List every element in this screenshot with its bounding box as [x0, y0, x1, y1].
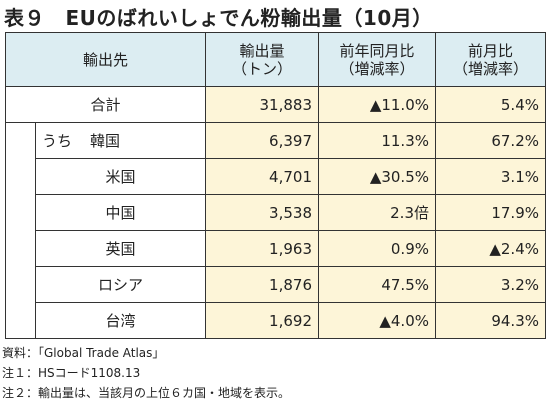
data-row: 米国 4,701 ▲30.5% 3.1% — [6, 158, 546, 195]
cell: ▲4.0% — [318, 302, 436, 339]
row-label: 英国 — [35, 230, 206, 267]
header-row: 輸出先 輸出量 （トン） 前年同月比 （増減率） 前月比 （増減率） — [5, 32, 546, 87]
cell: 6,397 — [205, 122, 319, 159]
header-text: 前年同月比 — [339, 41, 415, 60]
table: 輸出先 輸出量 （トン） 前年同月比 （増減率） 前月比 （増減率） 合計 31,883 ▲11.… — [5, 32, 546, 339]
row-label-text: ロシア — [97, 276, 143, 294]
row-label-text: 米国 — [105, 168, 136, 186]
indent-cell — [5, 122, 36, 339]
notes: 資料：「Global Trade Atlas」 注１：HSコード1108.13 注２… — [2, 343, 290, 403]
data-row: 中国 3,538 2.3倍 17.9% — [6, 194, 546, 231]
note: 注２：輸出量は、当該月の上位６カ国・地域を表示。 — [2, 386, 291, 400]
note: 資料：「Global Trade Atlas」 — [2, 346, 165, 360]
row-label-text: 台湾 — [105, 312, 136, 330]
row-label: ロシア — [35, 266, 206, 303]
cell: 31,883 — [205, 86, 319, 123]
row-label-text: 英国 — [105, 240, 136, 258]
cell: 1,963 — [205, 230, 319, 267]
row-label-text: 中国 — [105, 204, 136, 222]
header-text: （トン） — [231, 59, 292, 78]
cell: 3.1% — [435, 158, 546, 195]
note: 注１：HSコード1108.13 — [2, 366, 141, 380]
cell: 5.4% — [435, 86, 546, 123]
cell: 94.3% — [435, 302, 546, 339]
header-cell: 輸出量 （トン） — [205, 32, 319, 87]
row-label: 中国 — [35, 194, 206, 231]
cell: 17.9% — [435, 194, 546, 231]
title: 表９ EUのばれいしょでん粉輸出量（10月） — [4, 6, 433, 30]
cell: 67.2% — [435, 122, 546, 159]
row-label: 合計 — [5, 86, 206, 123]
cell: 0.9% — [318, 230, 436, 267]
cell: ▲2.4% — [435, 230, 546, 267]
header-text: （増減率） — [452, 59, 528, 78]
row-label: 台湾 — [35, 302, 206, 339]
header-cell: 前年同月比 （増減率） — [318, 32, 436, 87]
header-text: 輸出先 — [82, 50, 128, 69]
cell: 3.2% — [435, 266, 546, 303]
cell: 1,692 — [205, 302, 319, 339]
data-row: うち 韓国 6,397 11.3% 67.2% — [5, 122, 546, 339]
row-label-text: 韓国 — [90, 132, 121, 150]
header-cell: 輸出先 — [5, 32, 206, 87]
cell: ▲30.5% — [318, 158, 436, 195]
header-text: （増減率） — [339, 59, 415, 78]
cell: 2.3倍 — [318, 194, 436, 231]
row-label: 米国 — [35, 158, 206, 195]
total-row: 合計 31,883 ▲11.0% 5.4% — [5, 86, 546, 123]
sub-label: うち — [42, 132, 73, 150]
cell: 1,876 — [205, 266, 319, 303]
header-cell: 前月比 （増減率） — [435, 32, 546, 87]
cell: 11.3% — [318, 122, 436, 159]
cell: ▲11.0% — [318, 86, 436, 123]
data-row: 台湾 1,692 ▲4.0% 94.3% — [6, 302, 546, 339]
header-text: 輸出量 — [239, 41, 285, 60]
data-row: ロシア 1,876 47.5% 3.2% — [6, 266, 546, 303]
cell: 47.5% — [318, 266, 436, 303]
cell: 3,538 — [205, 194, 319, 231]
row-label: うち 韓国 — [35, 122, 206, 159]
cell: 4,701 — [205, 158, 319, 195]
data-row: 英国 1,963 0.9% ▲2.4% — [6, 230, 546, 267]
header-text: 前月比 — [467, 41, 513, 60]
